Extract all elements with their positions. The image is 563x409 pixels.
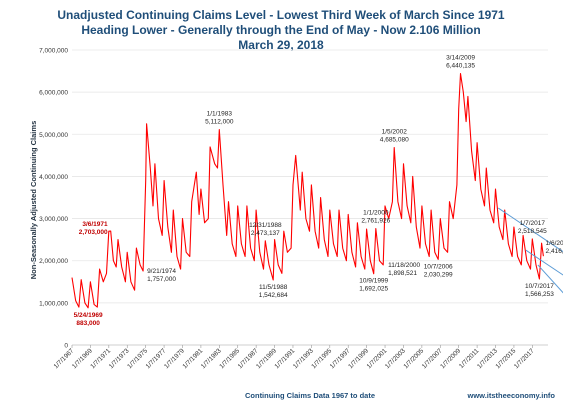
trend-arrow (498, 207, 563, 253)
annotation-value: 4,685,080 (380, 137, 409, 144)
chart-title-line-3: March 29, 2018 (238, 38, 324, 52)
y-tick-label: 4,000,000 (39, 174, 68, 181)
annotation-date: 11/18/2000 (388, 262, 420, 269)
annotation-date: 1/5/2002 (382, 129, 408, 136)
annotation-date: 10/7/2006 (424, 263, 453, 270)
chart-title-line-2: Heading Lower - Generally through the En… (81, 23, 480, 37)
annotation-date: 3/14/2009 (446, 55, 475, 62)
annotation-value: 1,757,000 (147, 276, 176, 283)
y-tick-label: 6,000,000 (39, 90, 68, 97)
annotation-date: 9/21/1974 (147, 268, 176, 275)
annotation-value: 1,566,253 (525, 291, 554, 298)
x-tick-label: 1/7/2017 (513, 347, 536, 370)
annotation-date: 11/5/1988 (259, 284, 288, 291)
series-line-continuing-claims (71, 73, 544, 309)
annotation-value: 2,030,299 (424, 271, 453, 278)
y-axis-label: Non-Seasonally Adjusted Continuing Claim… (29, 121, 38, 280)
annotation-date: 1/6/2018 (546, 240, 563, 247)
annotation-value: 1,542,684 (259, 292, 288, 299)
annotation-value: 2,416,486 (546, 248, 563, 255)
annotation-value: 2,518,545 (518, 228, 547, 235)
annotation-date: 10/9/1999 (359, 278, 388, 285)
annotation-date: 12/31/1988 (249, 222, 282, 229)
trend-arrow (525, 249, 563, 276)
chart-title: Unadjusted Continuing Claims Level - Low… (57, 8, 505, 52)
annotation-value: 2,761,926 (361, 218, 390, 225)
annotation-value: 1,692,025 (359, 286, 388, 293)
y-tick-label: 0 (64, 343, 68, 350)
chart-title-line-1: Unadjusted Continuing Claims Level - Low… (57, 8, 505, 22)
annotation-date: 3/6/1971 (82, 221, 108, 228)
y-tick-label: 2,000,000 (39, 258, 68, 265)
y-tick-label: 5,000,000 (39, 132, 68, 139)
annotation-date: 1/1/2000 (363, 210, 389, 217)
annotation-value: 2,703,000 (79, 229, 108, 236)
annotation-value: 6,440,135 (446, 63, 475, 70)
y-axis-ticks: 0 1,000,000 2,000,000 3,000,000 4,000,000 5,0… (39, 48, 68, 350)
x-axis-ticks: 1/7/19671/7/19691/7/19711/7/19731/7/1975… (53, 345, 536, 370)
annotation-value: 2,473,137 (251, 230, 280, 237)
annotation-date: 10/7/2017 (525, 283, 554, 290)
source-credit: www.itstheeconomy.info (466, 391, 555, 400)
annotation-date: 1/1/1983 (207, 111, 233, 118)
annotation-value: 883,000 (76, 320, 100, 327)
y-tick-label: 3,000,000 (39, 216, 68, 223)
annotation-value: 1,898,521 (388, 270, 417, 277)
x-axis-label: Continuing Claims Data 1967 to date (245, 391, 375, 400)
y-tick-label: 7,000,000 (39, 48, 68, 55)
annotation-date: 1/7/2017 (520, 220, 546, 227)
grid-lines (72, 49, 548, 346)
annotation: 1/6/20182,416,486 (546, 240, 563, 255)
annotation-value: 5,112,000 (205, 119, 234, 126)
y-tick-label: 1,000,000 (39, 300, 68, 307)
annotation-date: 5/24/1969 (74, 312, 103, 319)
